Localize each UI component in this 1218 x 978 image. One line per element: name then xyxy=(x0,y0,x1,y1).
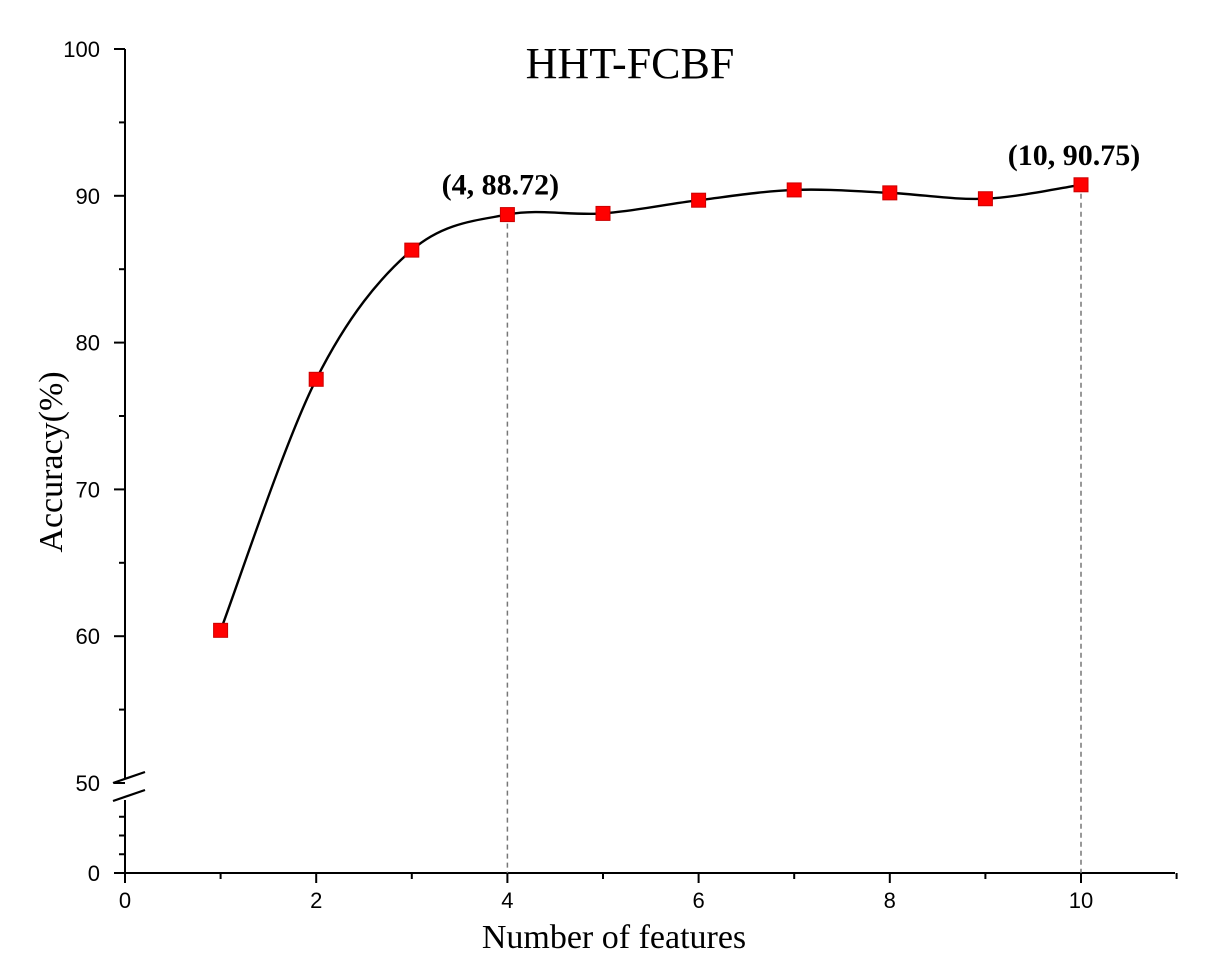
data-point-marker xyxy=(977,191,993,207)
accuracy-series-line xyxy=(219,183,1082,631)
y-tick-label: 0 xyxy=(88,861,100,886)
data-point-marker xyxy=(213,622,229,638)
data-point-marker xyxy=(404,242,420,258)
data-point-marker xyxy=(308,371,324,387)
axes: 0 2 4 6 8 10 50 60 70 80 90 100 0 xyxy=(63,37,1178,913)
y-tick-label: 80 xyxy=(76,331,100,356)
x-axis-title: Number of features xyxy=(482,919,746,956)
y-axis-title: Accuracy(%) xyxy=(33,371,70,552)
chart-title: HHT-FCBF xyxy=(526,39,735,88)
data-point-marker xyxy=(595,205,611,221)
y-axis-break-mark-upper xyxy=(112,770,146,785)
y-tick-label: 70 xyxy=(76,477,100,502)
x-tick-label: 6 xyxy=(692,888,704,913)
series-group xyxy=(213,177,1089,638)
y-axis-break-mark-lower xyxy=(112,788,146,803)
y-tick-label: 50 xyxy=(76,771,100,796)
data-point-marker xyxy=(1073,177,1089,193)
reference-lines xyxy=(506,184,1082,873)
y-tick-label: 60 xyxy=(76,624,100,649)
data-point-marker xyxy=(882,185,898,201)
x-tick-label: 10 xyxy=(1069,888,1093,913)
data-point-marker xyxy=(691,192,707,208)
x-tick-label: 2 xyxy=(310,888,322,913)
point-annotation-label: (4, 88.72) xyxy=(442,169,559,202)
data-point-marker xyxy=(499,207,515,223)
x-tick-label: 0 xyxy=(119,888,131,913)
annotations: (4, 88.72) (10, 90.75) xyxy=(442,139,1141,202)
y-tick-label: 100 xyxy=(63,37,100,62)
point-annotation-label: (10, 90.75) xyxy=(1008,139,1140,172)
x-tick-label: 8 xyxy=(884,888,896,913)
y-tick-label: 90 xyxy=(76,184,100,209)
data-point-marker xyxy=(786,182,802,198)
x-tick-label: 4 xyxy=(501,888,513,913)
